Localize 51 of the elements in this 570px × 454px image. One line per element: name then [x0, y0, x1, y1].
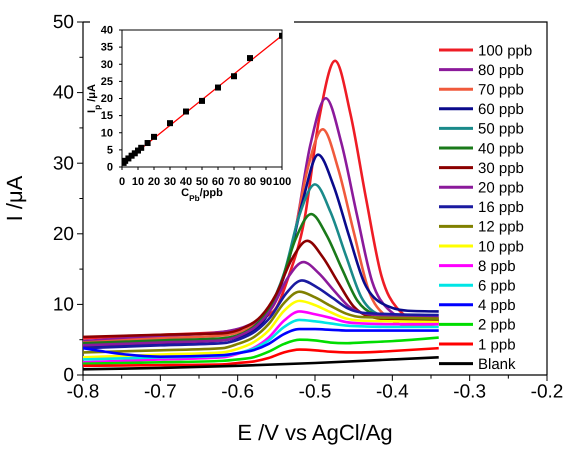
legend-label: 10 ppb — [478, 238, 524, 256]
y-tick-label: 5 — [106, 144, 113, 156]
x-tick-label: 60 — [212, 176, 224, 188]
x-tick-label: -0.5 — [298, 381, 332, 402]
y-tick-label: 10 — [52, 294, 74, 316]
legend-label: 100 ppb — [478, 42, 532, 60]
y-tick-label: 0 — [106, 162, 113, 174]
x-tick-label: 0 — [118, 176, 126, 188]
legend-label: 16 ppb — [478, 199, 524, 216]
legend-label: 30 ppb — [478, 160, 524, 177]
legend-label: 50 ppb — [478, 120, 524, 138]
legend-label: 2 ppb — [478, 316, 516, 334]
x-tick-label: -0.2 — [530, 381, 564, 402]
legend-label: 12 ppb — [478, 218, 524, 236]
x-tick-label: -0.6 — [221, 381, 254, 402]
y-tick-label: 30 — [52, 153, 74, 174]
x-tick-label: 30 — [164, 176, 176, 188]
y-tick-label: 35 — [100, 42, 113, 54]
x-axis-title: E /V vs AgCl/Ag — [237, 420, 393, 445]
y-tick-label: 10 — [100, 127, 113, 140]
y-tick-label: 30 — [100, 58, 113, 71]
y-tick-label: 20 — [100, 93, 113, 106]
y-axis-title: I /μA — [2, 175, 27, 222]
y-tick-label: 25 — [100, 76, 113, 88]
x-tick-label: 90 — [260, 176, 272, 188]
x-tick-label: -0.3 — [453, 381, 486, 402]
x-tick-label: 40 — [180, 176, 192, 188]
x-tick-label: -0.4 — [376, 381, 410, 402]
x-tick-label: -0.7 — [144, 381, 177, 402]
x-axis-title: C$_{Pb}$/ppb — [181, 187, 224, 202]
legend-label: 1 ppb — [478, 336, 516, 354]
legend-label: 4 ppb — [478, 297, 516, 314]
x-tick-label: 10 — [132, 176, 144, 188]
x-tick-label: 20 — [148, 176, 160, 188]
legend-label: 80 ppb — [478, 62, 524, 79]
x-tick-label: 50 — [196, 176, 208, 188]
legend-label: 70 ppb — [478, 81, 524, 98]
legend-label: 40 ppb — [478, 140, 524, 158]
y-tick-label: 15 — [100, 110, 113, 122]
legend-label: Blank — [478, 356, 516, 373]
legend-label: 20 ppb — [478, 179, 524, 196]
y-tick-label: 50 — [52, 12, 74, 34]
x-tick-label: 80 — [244, 176, 256, 188]
y-tick-label: 40 — [52, 82, 74, 104]
y-tick-label: 20 — [52, 224, 74, 245]
x-tick-label: 100 — [272, 176, 292, 188]
x-tick-label: 70 — [228, 176, 240, 188]
y-tick-label: 40 — [100, 24, 113, 37]
legend-label: 8 ppb — [478, 258, 516, 275]
legend-label: 60 ppb — [478, 101, 524, 118]
legend-label: 6 ppb — [478, 277, 516, 294]
